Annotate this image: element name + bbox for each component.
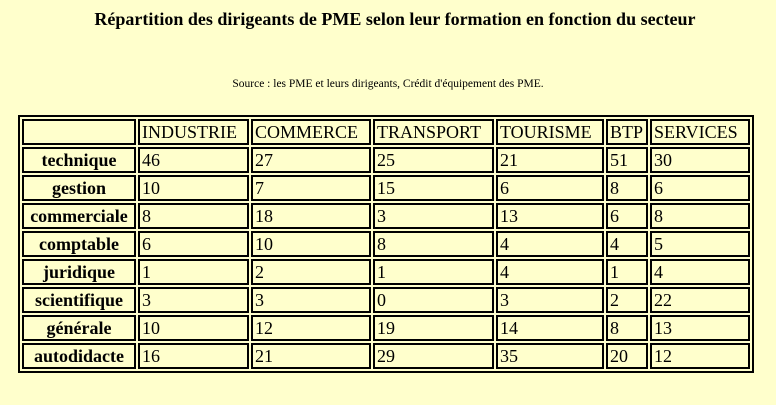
table-row: juridique 1 2 1 4 1 4 xyxy=(22,259,750,285)
table-cell: 1 xyxy=(606,259,648,285)
table-cell: 1 xyxy=(138,259,249,285)
table-cell: 15 xyxy=(373,175,494,201)
table-cell: 12 xyxy=(650,343,750,369)
table-cell: 30 xyxy=(650,147,750,173)
table-cell: 12 xyxy=(251,315,371,341)
table-cell: 2 xyxy=(251,259,371,285)
table-cell: 13 xyxy=(650,315,750,341)
row-header: comptable xyxy=(22,231,136,257)
table-cell: 4 xyxy=(606,231,648,257)
table-row: autodidacte 16 21 29 35 20 12 xyxy=(22,343,750,369)
table-cell: 0 xyxy=(373,287,494,313)
table-cell: 8 xyxy=(606,315,648,341)
table-cell: 21 xyxy=(251,343,371,369)
table-cell: 25 xyxy=(373,147,494,173)
table-cell: 19 xyxy=(373,315,494,341)
row-header: technique xyxy=(22,147,136,173)
page-title: Répartition des dirigeants de PME selon … xyxy=(94,9,696,29)
table-cell: 8 xyxy=(650,203,750,229)
column-header-services: SERVICES xyxy=(650,119,750,145)
table-cell: 3 xyxy=(138,287,249,313)
table-row: gestion 10 7 15 6 8 6 xyxy=(22,175,750,201)
table-cell: 16 xyxy=(138,343,249,369)
table-cell: 1 xyxy=(373,259,494,285)
table-cell: 51 xyxy=(606,147,648,173)
table-cell: 6 xyxy=(606,203,648,229)
table-cell: 13 xyxy=(496,203,604,229)
table-cell: 27 xyxy=(251,147,371,173)
table-cell: 4 xyxy=(650,259,750,285)
table-row: comptable 6 10 8 4 4 5 xyxy=(22,231,750,257)
row-header: commerciale xyxy=(22,203,136,229)
corner-cell xyxy=(22,119,136,145)
column-header-industrie: INDUSTRIE xyxy=(138,119,249,145)
column-header-btp: BTP xyxy=(606,119,648,145)
table-cell: 8 xyxy=(373,231,494,257)
source-note: Source : les PME et leurs dirigeants, Cr… xyxy=(232,78,544,90)
table-cell: 20 xyxy=(606,343,648,369)
table-cell: 14 xyxy=(496,315,604,341)
table-cell: 46 xyxy=(138,147,249,173)
table-cell: 2 xyxy=(606,287,648,313)
table-cell: 4 xyxy=(496,231,604,257)
table-cell: 35 xyxy=(496,343,604,369)
row-header: générale xyxy=(22,315,136,341)
table-cell: 8 xyxy=(138,203,249,229)
table-row: scientifique 3 3 0 3 2 22 xyxy=(22,287,750,313)
table-cell: 8 xyxy=(606,175,648,201)
table-cell: 3 xyxy=(496,287,604,313)
table-row: technique 46 27 25 21 51 30 xyxy=(22,147,750,173)
table-cell: 10 xyxy=(138,175,249,201)
data-table: INDUSTRIE COMMERCE TRANSPORT TOURISME BT… xyxy=(18,115,754,373)
table-cell: 29 xyxy=(373,343,494,369)
row-header: gestion xyxy=(22,175,136,201)
table-cell: 4 xyxy=(496,259,604,285)
table-cell: 3 xyxy=(251,287,371,313)
table-cell: 18 xyxy=(251,203,371,229)
column-header-tourisme: TOURISME xyxy=(496,119,604,145)
table-cell: 6 xyxy=(496,175,604,201)
table-cell: 21 xyxy=(496,147,604,173)
table-cell: 10 xyxy=(138,315,249,341)
table-cell: 6 xyxy=(138,231,249,257)
column-header-commerce: COMMERCE xyxy=(251,119,371,145)
row-header: autodidacte xyxy=(22,343,136,369)
table-row: générale 10 12 19 14 8 13 xyxy=(22,315,750,341)
row-header: scientifique xyxy=(22,287,136,313)
table-cell: 6 xyxy=(650,175,750,201)
table-cell: 10 xyxy=(251,231,371,257)
data-table-container: INDUSTRIE COMMERCE TRANSPORT TOURISME BT… xyxy=(18,115,754,373)
table-cell: 5 xyxy=(650,231,750,257)
table-row: commerciale 8 18 3 13 6 8 xyxy=(22,203,750,229)
table-header-row: INDUSTRIE COMMERCE TRANSPORT TOURISME BT… xyxy=(22,119,750,145)
table-cell: 7 xyxy=(251,175,371,201)
table-cell: 22 xyxy=(650,287,750,313)
table-cell: 3 xyxy=(373,203,494,229)
column-header-transport: TRANSPORT xyxy=(373,119,494,145)
row-header: juridique xyxy=(22,259,136,285)
